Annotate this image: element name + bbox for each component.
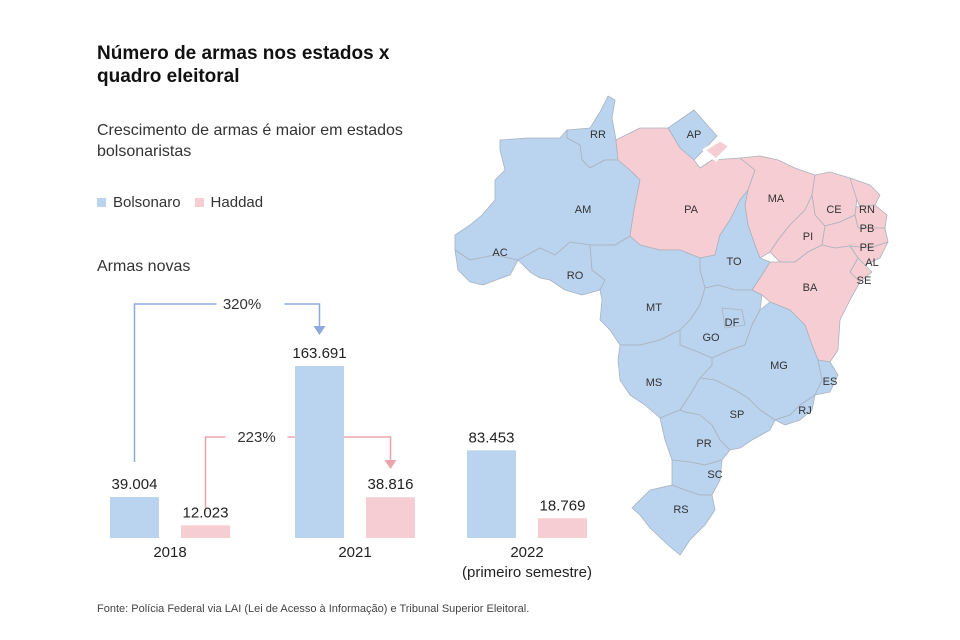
- state-label-pr: PR: [696, 438, 711, 450]
- bar-bolsonaro-0: [110, 497, 159, 538]
- state-rj: [774, 394, 816, 426]
- bar-value-label: 163.691: [292, 345, 346, 362]
- state-label-ce: CE: [826, 204, 841, 216]
- bar-value-label: 39.004: [112, 476, 158, 493]
- state-label-sp: SP: [730, 409, 745, 421]
- source-note: Fonte: Polícia Federal via LAI (Lei de A…: [97, 603, 530, 615]
- legend-item-haddad: Haddad: [194, 194, 264, 211]
- state-label-pa: PA: [684, 204, 699, 216]
- state-label-mg: MG: [770, 360, 788, 372]
- arrowhead-icon: [384, 460, 397, 469]
- state-label-mt: MT: [646, 302, 662, 314]
- growth-arrow-bolsonaro: [133, 303, 321, 462]
- bar-value-label: 38.816: [368, 476, 414, 493]
- legend-label-haddad: Haddad: [210, 194, 264, 211]
- category-label: (primeiro semestre): [462, 564, 592, 581]
- state-label-ap: AP: [687, 129, 702, 141]
- bar-bolsonaro-1: [295, 366, 344, 538]
- state-label-rs: RS: [673, 504, 688, 516]
- state-label-rr: RR: [590, 129, 606, 141]
- category-label: 2022: [510, 544, 543, 561]
- state-ac: [454, 249, 519, 286]
- state-label-pb: PB: [860, 223, 875, 235]
- growth-label-bolsonaro: 320%: [223, 296, 261, 313]
- legend-item-bolsonaro: Bolsonaro: [97, 194, 181, 211]
- state-label-se: SE: [857, 275, 872, 287]
- chart-title: Número de armas nos estados x quadro ele…: [97, 43, 390, 87]
- state-ba: [751, 244, 861, 363]
- state-label-am: AM: [575, 204, 592, 216]
- state-es: [814, 359, 839, 396]
- bar-haddad-2: [538, 518, 587, 538]
- growth-label-haddad: 223%: [237, 429, 275, 446]
- state-label-sc: SC: [707, 469, 722, 481]
- bar-value-label: 83.453: [469, 429, 515, 446]
- state-df: [721, 307, 746, 329]
- state-label-to: TO: [726, 256, 742, 268]
- legend: Bolsonaro Haddad: [97, 194, 277, 211]
- map-island-marajo: [702, 138, 732, 162]
- bar-haddad-1: [366, 497, 415, 538]
- arrowhead-icon: [313, 326, 326, 335]
- state-label-df: DF: [725, 317, 740, 329]
- legend-swatch-haddad: [194, 198, 204, 207]
- state-label-ma: MA: [768, 193, 785, 205]
- bar-haddad-0: [181, 525, 230, 538]
- state-label-es: ES: [823, 376, 838, 388]
- state-label-al: AL: [865, 257, 878, 269]
- state-label-ba: BA: [803, 282, 818, 294]
- state-label-rn: RN: [859, 204, 875, 216]
- state-label-rj: RJ: [798, 405, 811, 417]
- state-label-go: GO: [702, 332, 720, 344]
- state-label-ms: MS: [646, 377, 663, 389]
- state-label-pi: PI: [803, 231, 813, 243]
- bar-value-label: 18.769: [540, 497, 586, 514]
- section-label: Armas novas: [97, 258, 191, 275]
- category-label: 2018: [153, 544, 186, 561]
- growth-arrow-haddad: [204, 436, 392, 508]
- state-label-ro: RO: [567, 270, 584, 282]
- state-rs: [631, 484, 716, 556]
- legend-swatch-bolsonaro: [97, 198, 106, 207]
- state-label-pe: PE: [860, 242, 875, 254]
- bar-value-label: 12.023: [183, 504, 229, 521]
- bar-bolsonaro-2: [467, 450, 516, 538]
- legend-label-bolsonaro: Bolsonaro: [113, 194, 181, 211]
- state-label-ac: AC: [492, 247, 507, 259]
- category-label: 2021: [338, 544, 371, 561]
- chart-subtitle: Crescimento de armas é maior em estados …: [97, 122, 403, 160]
